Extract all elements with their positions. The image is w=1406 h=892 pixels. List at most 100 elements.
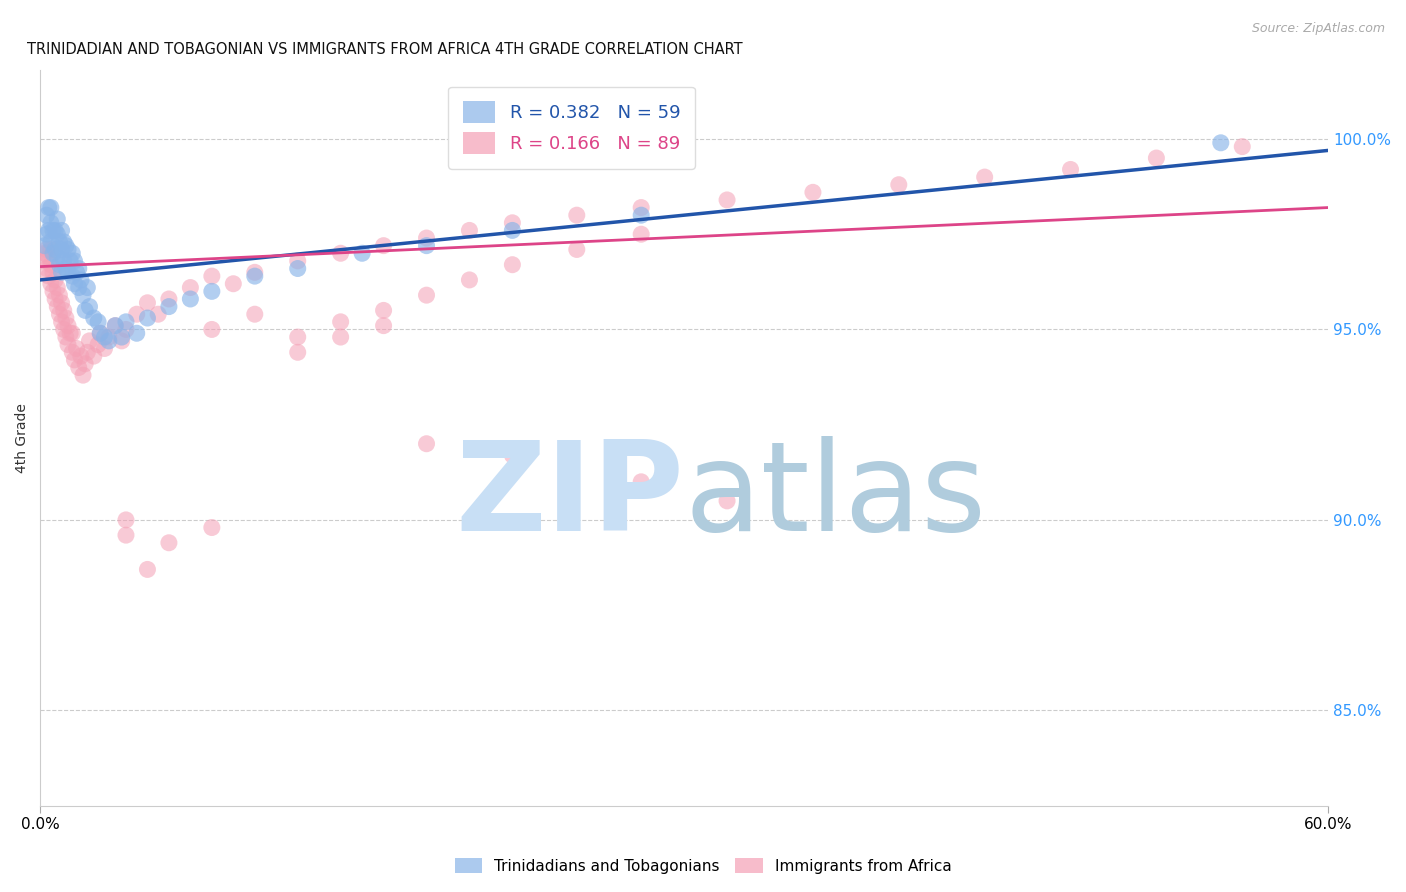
Point [55,261,77,276]
Point [501,448,523,462]
Point [51,295,73,310]
Point [716,193,738,207]
Point [87,315,110,329]
Point [1209,136,1232,150]
Point [39,216,62,230]
Point [415,231,437,245]
Point [157,292,180,306]
Point [72,368,94,383]
Point [565,243,588,257]
Point [42,265,65,279]
Point [55,238,77,252]
Point [115,315,138,329]
Point [630,208,652,222]
Point [46,250,69,264]
Point [51,265,73,279]
Point [89,326,111,341]
Point [38,269,60,284]
Point [373,318,395,333]
Point [93,330,115,344]
Point [97,330,120,344]
Point [52,235,75,249]
Point [201,285,224,299]
Point [56,337,79,351]
Point [35,227,58,242]
Point [243,265,266,279]
Point [1059,162,1081,177]
Point [887,178,910,192]
Point [115,322,138,336]
Point [65,265,87,279]
Point [243,307,266,321]
Point [415,238,437,252]
Point [63,253,86,268]
Point [56,318,79,333]
Point [59,253,82,268]
Point [115,528,138,542]
Point [60,326,83,341]
Point [51,315,73,329]
Point [76,280,98,294]
Point [65,342,87,356]
Point [157,535,180,549]
Point [67,360,90,375]
Y-axis label: 4th Grade: 4th Grade [15,403,30,473]
Legend: R = 0.382   N = 59, R = 0.166   N = 89: R = 0.382 N = 59, R = 0.166 N = 89 [449,87,695,169]
Point [67,261,90,276]
Point [72,288,94,302]
Point [67,280,90,294]
Point [716,494,738,508]
Point [89,326,111,341]
Point [329,330,352,344]
Point [148,307,170,321]
Point [125,326,148,341]
Point [60,246,83,260]
Point [111,330,134,344]
Point [87,337,110,351]
Point [38,250,60,264]
Point [46,211,69,226]
Point [34,246,56,260]
Point [39,277,62,291]
Point [59,326,82,341]
Point [458,273,481,287]
Point [42,246,65,260]
Point [46,280,69,294]
Point [55,330,77,344]
Point [157,300,180,314]
Text: Source: ZipAtlas.com: Source: ZipAtlas.com [1251,22,1385,36]
Point [52,322,75,336]
Point [39,235,62,249]
Point [63,277,86,291]
Point [630,475,652,489]
Legend: Trinidadians and Tobagonians, Immigrants from Africa: Trinidadians and Tobagonians, Immigrants… [449,852,957,880]
Point [630,201,652,215]
Point [35,243,58,257]
Point [39,201,62,215]
Point [136,562,159,576]
Point [973,170,995,185]
Point [44,223,66,237]
Point [48,288,70,302]
Point [60,269,83,284]
Point [52,303,75,318]
Point [136,311,159,326]
Point [76,345,98,359]
Point [79,334,101,348]
Point [201,520,224,534]
Point [83,311,105,326]
Point [55,311,77,326]
Point [51,223,73,237]
Point [243,269,266,284]
Point [44,273,66,287]
Point [70,273,93,287]
Point [48,307,70,321]
Point [565,208,588,222]
Point [801,186,824,200]
Point [70,349,93,363]
Point [56,265,79,279]
Point [75,303,97,318]
Point [51,243,73,257]
Point [39,243,62,257]
Point [136,295,159,310]
